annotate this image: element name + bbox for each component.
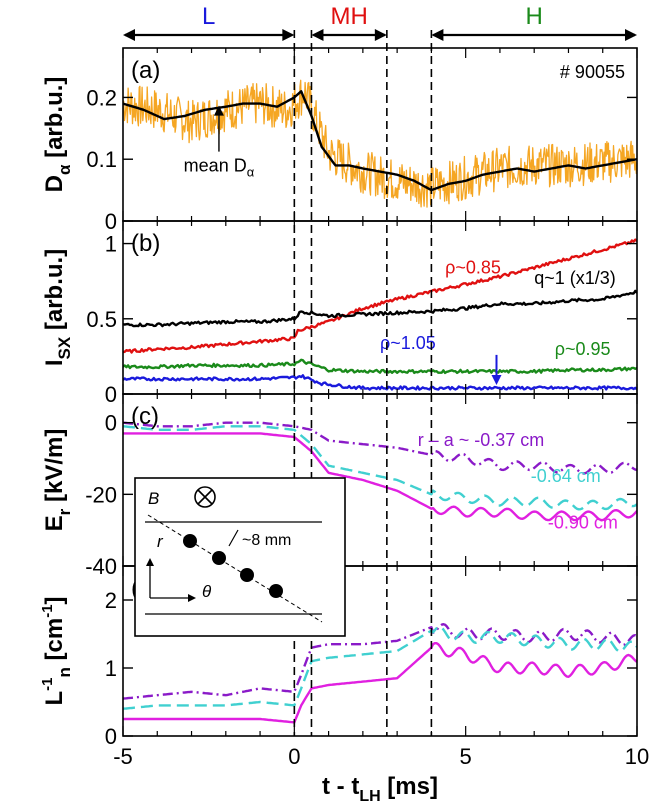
regime-arrow-left-icon	[123, 29, 135, 41]
probe-dot	[240, 568, 254, 582]
panel-c: r – a ~ -0.37 cm -0.64 cm -0.90 cm -40 -20 0 (…	[41, 393, 638, 579]
y-tick-label: 1	[105, 656, 117, 681]
x-tick-label: 0	[288, 744, 300, 769]
callout-arrow-icon	[213, 105, 224, 116]
y-tick-label: -20	[85, 482, 117, 507]
series-line	[123, 90, 637, 192]
series-label: -0.90 cm	[548, 512, 618, 532]
y-tick-label: 0	[105, 411, 117, 436]
y-tick-label: 0	[105, 209, 117, 234]
inset-r-label: r	[157, 532, 164, 551]
series-line	[123, 79, 637, 208]
y-axis-label: Er [kV/m]	[41, 429, 74, 532]
panel-frame	[122, 220, 638, 395]
regime-arrow-right-icon	[374, 29, 387, 41]
y-tick-label: 0.5	[86, 307, 117, 332]
x-tick-label: 5	[460, 744, 472, 769]
regime-bar: L MH H	[123, 3, 637, 41]
x-axis-label: t - tLH [ms]	[322, 773, 438, 805]
regime-label: H	[526, 3, 543, 30]
marker-arrow-icon	[491, 374, 502, 385]
probe-dot	[212, 551, 226, 565]
series-line	[123, 374, 637, 391]
y-axis-label: Dα [arb.u.]	[41, 77, 74, 193]
y-tick-label: 0.1	[86, 147, 117, 172]
panel-b: ρ~0.85 q~1 (x1/3) ρ~0.95 ρ~1.05 0 0.5 1 (b) ISX …	[41, 220, 638, 407]
panels: 0 0.1 0.2 (a) Dα [arb.u.] # 90055 mean Dα ρ~0.8…	[39, 30, 649, 805]
probe-dot	[269, 584, 283, 598]
y-tick-label: 2	[105, 588, 117, 613]
shot-number: # 90055	[560, 62, 625, 82]
y-axis-label: L-1n [cm-1]	[39, 596, 74, 705]
x-tick-label: -5	[113, 744, 133, 769]
series-label: ρ~0.85	[445, 258, 501, 278]
regime-label: L	[202, 3, 215, 30]
series-label: r – a ~ -0.37 cm	[418, 430, 545, 450]
series-line	[123, 623, 637, 700]
series-label: q~1 (x1/3)	[534, 268, 616, 288]
regime-label: MH	[330, 3, 367, 30]
series-label: -0.64 cm	[531, 466, 601, 486]
series-label: ρ~0.95	[555, 339, 611, 359]
y-tick-label: 1	[105, 232, 117, 257]
series-label: ρ~1.05	[380, 333, 436, 353]
x-tick-label: 10	[625, 744, 649, 769]
inset-diagonal-line	[147, 514, 323, 623]
regime-arrow-left-icon	[431, 29, 444, 41]
y-tick-label: 0	[105, 724, 117, 749]
series-line	[123, 238, 637, 354]
spacing-marker-line	[228, 529, 239, 547]
series-line	[123, 625, 637, 710]
series-line	[123, 432, 637, 522]
series-line	[123, 358, 637, 375]
y-tick-label: 0.2	[86, 85, 117, 110]
y-tick-label: -40	[85, 554, 117, 579]
panel-label: (c)	[131, 403, 159, 430]
regime-arrow-right-icon	[625, 29, 637, 41]
series-line	[123, 289, 637, 328]
inset-frame	[134, 477, 346, 637]
mean-d-alpha-label: mean Dα	[184, 156, 255, 180]
inset-spacing-label: ~8 mm	[242, 532, 291, 549]
field-cross-icon	[197, 489, 213, 505]
y-tick-label: 0	[105, 382, 117, 407]
y-axis-label: ISX [arb.u.]	[41, 249, 74, 366]
theta-axis-arrow-icon	[188, 594, 196, 602]
inset-theta-label: θ	[202, 582, 212, 601]
panel-label: (b)	[131, 230, 160, 257]
series-line	[123, 642, 637, 724]
regime-arrow-right-icon	[282, 29, 295, 41]
series-line	[123, 421, 637, 475]
probe-dot	[183, 534, 197, 548]
panel-a: 0 0.1 0.2 (a) Dα [arb.u.] # 90055 mean Dα	[41, 47, 638, 234]
geometry-inset: Br θ ~8 mm	[134, 477, 346, 637]
regime-arrow-left-icon	[311, 29, 324, 41]
panel-frame	[122, 565, 638, 737]
r-axis-arrow-icon	[146, 558, 154, 566]
inset-b-label: B	[148, 489, 159, 508]
panel-label: (a)	[131, 57, 160, 84]
field-into-page-icon	[194, 486, 216, 508]
series-line	[123, 425, 637, 511]
